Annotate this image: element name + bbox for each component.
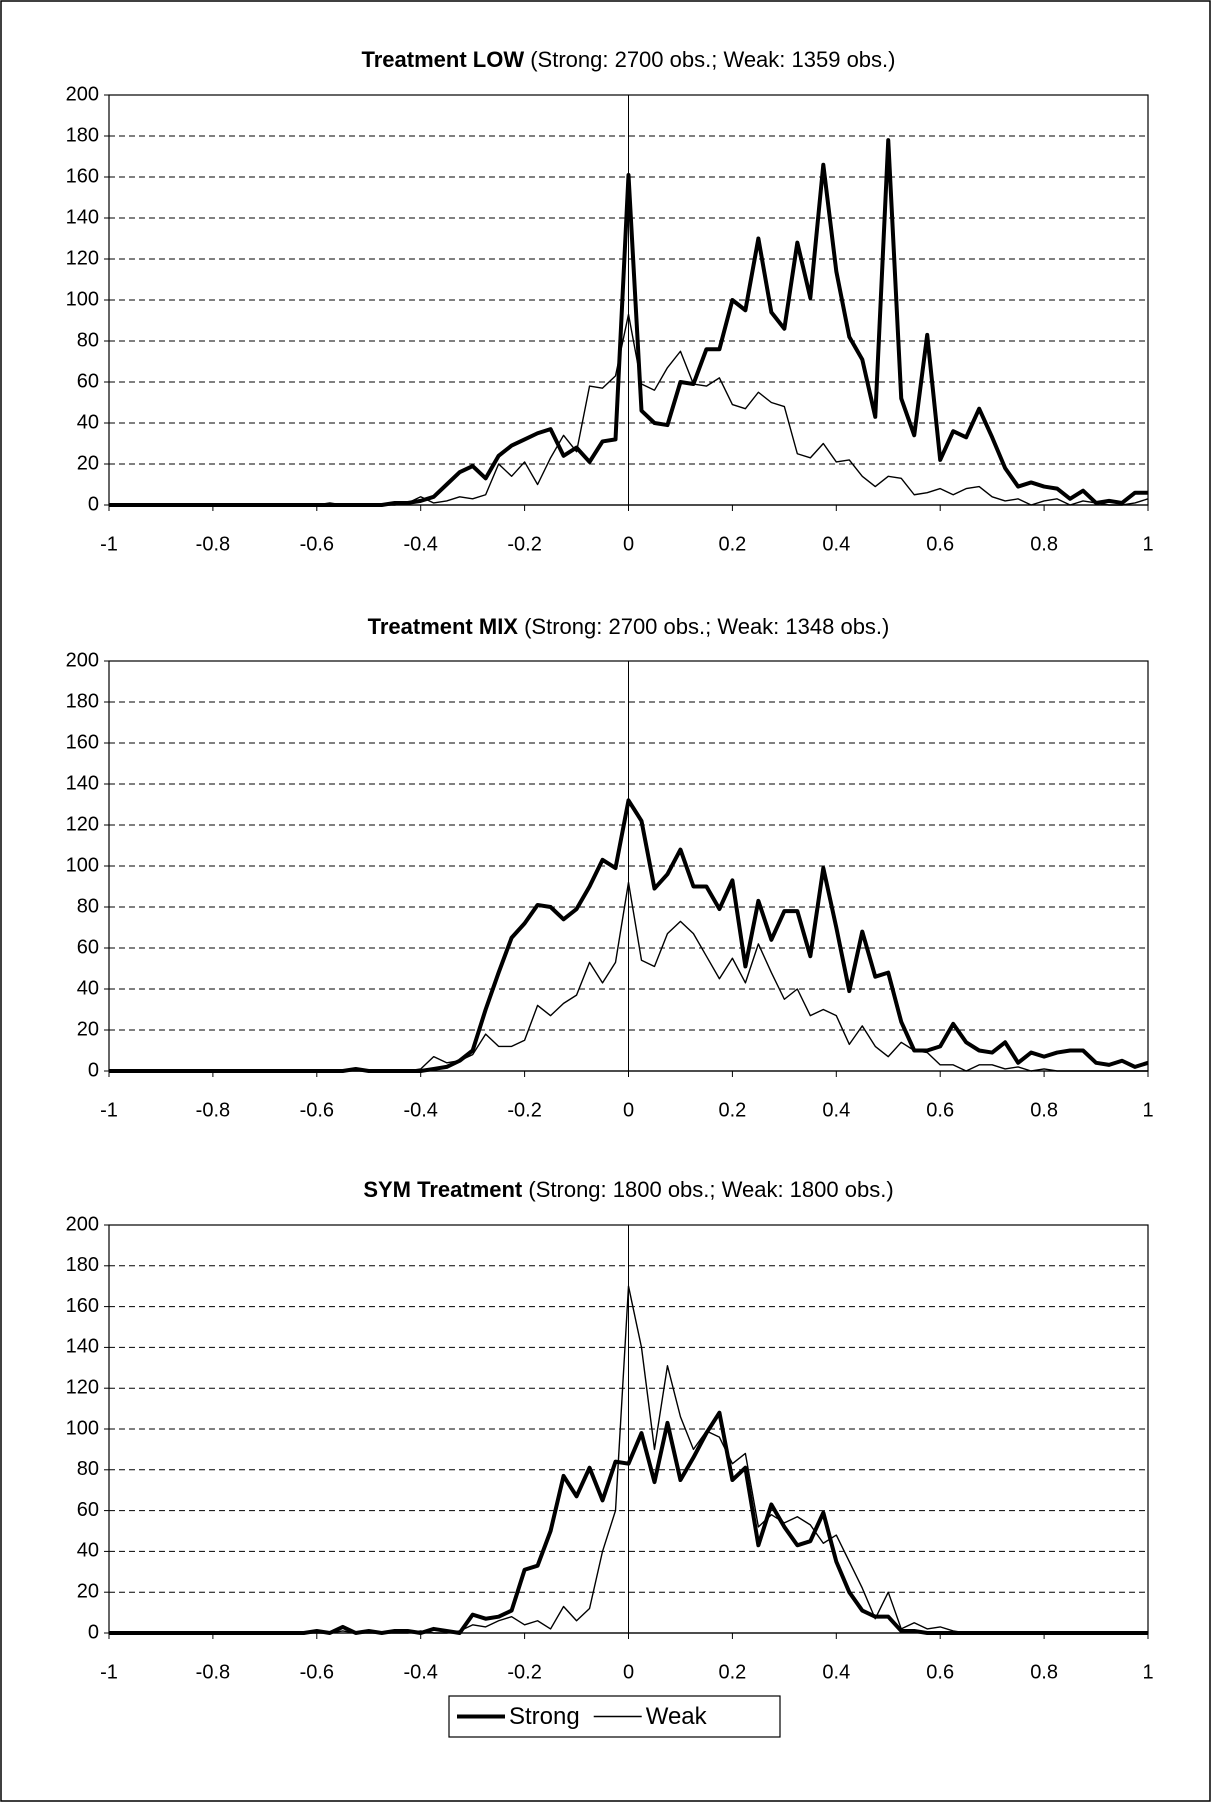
y-tick-label: 120 [66, 247, 99, 269]
series-line [109, 1285, 1148, 1634]
y-tick-label: 0 [88, 493, 99, 515]
y-tick-label: 160 [66, 1295, 99, 1317]
y-tick-label: 180 [66, 690, 99, 712]
title-note: (Strong: 2700 obs.; Weak: 1359 obs.) [530, 47, 895, 72]
y-tick-label: 120 [66, 813, 99, 835]
title-note: (Strong: 1800 obs.; Weak: 1800 obs.) [528, 1177, 893, 1202]
legend-label: Strong [509, 1703, 580, 1730]
series-line [109, 881, 1148, 1072]
x-tick-label: 1 [1142, 1661, 1153, 1683]
title-bold: Treatment LOW [362, 47, 525, 72]
x-tick-label: 0.6 [926, 1661, 954, 1683]
y-tick-label: 200 [66, 1213, 99, 1235]
chart-title: Treatment MIX (Strong: 2700 obs.; Weak: … [368, 614, 890, 639]
y-tick-label: 140 [66, 772, 99, 794]
title-bold: SYM Treatment [363, 1177, 523, 1202]
y-tick-label: 80 [77, 895, 99, 917]
x-tick-label: 0.8 [1030, 533, 1058, 555]
y-tick-label: 40 [77, 1540, 99, 1562]
y-tick-label: 200 [66, 83, 99, 105]
x-tick-label: -0.2 [507, 533, 541, 555]
x-tick-label: -1 [100, 1099, 118, 1121]
y-tick-label: 0 [88, 1621, 99, 1643]
x-tick-label: 0.6 [926, 1099, 954, 1121]
x-tick-label: 0.2 [718, 1661, 746, 1683]
chart-title: Treatment LOW (Strong: 2700 obs.; Weak: … [362, 47, 896, 72]
x-tick-label: 0 [623, 1661, 634, 1683]
y-tick-label: 60 [77, 936, 99, 958]
x-tick-label: -0.2 [507, 1099, 541, 1121]
chart-title: SYM Treatment (Strong: 1800 obs.; Weak: … [363, 1177, 893, 1202]
x-tick-label: -0.4 [403, 1099, 437, 1121]
x-tick-label: 0.4 [822, 1661, 850, 1683]
y-tick-label: 20 [77, 1580, 99, 1602]
x-tick-label: -0.8 [196, 1661, 230, 1683]
x-tick-label: 0.2 [718, 533, 746, 555]
x-tick-label: 0.2 [718, 1099, 746, 1121]
x-tick-label: 0 [623, 1099, 634, 1121]
x-tick-label: 0.8 [1030, 1099, 1058, 1121]
x-tick-label: 0.8 [1030, 1661, 1058, 1683]
y-tick-label: 20 [77, 1018, 99, 1040]
x-tick-label: -1 [100, 1661, 118, 1683]
x-tick-label: -0.8 [196, 533, 230, 555]
y-tick-label: 40 [77, 977, 99, 999]
y-tick-label: 120 [66, 1376, 99, 1398]
x-tick-label: -0.4 [403, 1661, 437, 1683]
x-tick-label: -0.6 [300, 1099, 334, 1121]
y-tick-label: 160 [66, 731, 99, 753]
x-tick-label: -0.2 [507, 1661, 541, 1683]
y-tick-label: 140 [66, 1336, 99, 1358]
x-tick-label: -0.6 [300, 533, 334, 555]
x-tick-label: 0 [623, 533, 634, 555]
y-tick-label: 80 [77, 1458, 99, 1480]
x-tick-label: 0.6 [926, 533, 954, 555]
x-tick-label: 0.4 [822, 1099, 850, 1121]
y-tick-label: 180 [66, 1254, 99, 1276]
x-tick-label: -0.8 [196, 1099, 230, 1121]
y-tick-label: 160 [66, 165, 99, 187]
legend-label: Weak [646, 1703, 708, 1730]
y-tick-label: 60 [77, 1499, 99, 1521]
y-tick-label: 100 [66, 1417, 99, 1439]
x-tick-label: -0.6 [300, 1661, 334, 1683]
x-tick-label: 1 [1142, 533, 1153, 555]
y-tick-label: 100 [66, 288, 99, 310]
series-line [109, 313, 1149, 506]
title-bold: Treatment MIX [368, 614, 519, 639]
y-tick-label: 200 [66, 649, 99, 671]
title-note: (Strong: 2700 obs.; Weak: 1348 obs.) [524, 614, 889, 639]
y-tick-label: 80 [77, 329, 99, 351]
y-tick-label: 60 [77, 370, 99, 392]
y-tick-label: 100 [66, 854, 99, 876]
x-tick-label: 1 [1142, 1099, 1153, 1121]
y-tick-label: 180 [66, 124, 99, 146]
y-tick-label: 40 [77, 411, 99, 433]
y-tick-label: 140 [66, 206, 99, 228]
x-tick-label: -1 [100, 533, 118, 555]
y-tick-label: 20 [77, 452, 99, 474]
y-tick-label: 0 [88, 1059, 99, 1081]
x-tick-label: -0.4 [403, 533, 437, 555]
x-tick-label: 0.4 [822, 533, 850, 555]
